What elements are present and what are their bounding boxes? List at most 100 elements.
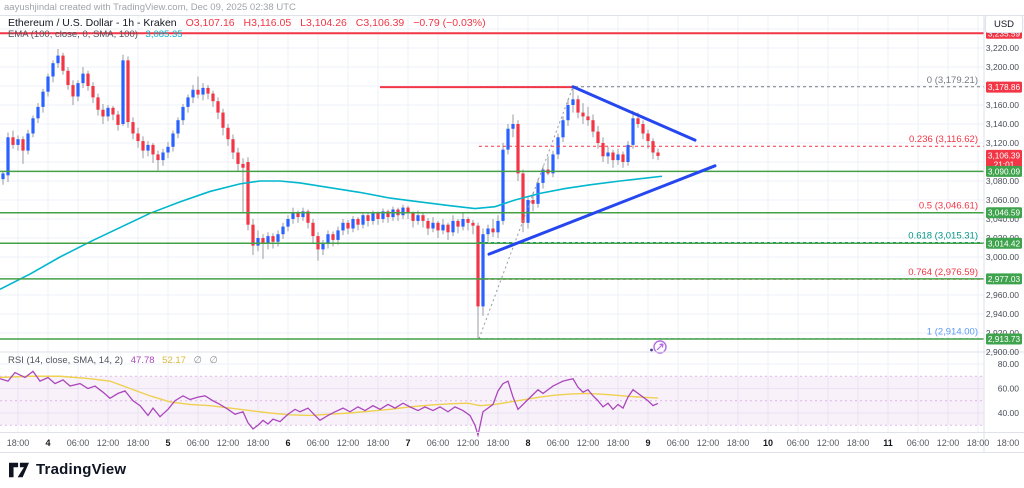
candle-body: [581, 112, 585, 117]
time-tick-label: 06:00: [427, 438, 450, 448]
candle-body: [586, 116, 590, 121]
candle-body: [146, 144, 150, 151]
candle-body: [411, 213, 415, 221]
candle-body: [646, 133, 650, 142]
candle-body: [476, 225, 480, 307]
price-tick-label: 3,200.00: [986, 62, 1019, 72]
time-tick-label: 18:00: [967, 438, 990, 448]
candle-body: [236, 152, 240, 164]
candle-body: [656, 152, 660, 156]
candle-body: [601, 143, 605, 157]
candle-body: [31, 118, 35, 134]
price-badge-label: 2,913.73: [988, 334, 1021, 344]
event-dot-icon: [650, 348, 653, 352]
rsi-band-empty-2: ∅: [209, 355, 218, 366]
ema-label: EMA (100, close, 0, SMA, 100): [8, 29, 138, 40]
candle-body: [336, 230, 340, 240]
candle-body: [506, 128, 510, 150]
candle-body: [51, 63, 55, 77]
candle-body: [426, 220, 430, 229]
candle-body: [276, 234, 280, 242]
ohlc-open: O3,107.16: [185, 17, 235, 29]
time-tick-label: 10: [763, 438, 773, 448]
tradingview-logo[interactable]: TradingView: [9, 461, 126, 478]
candle-body: [191, 89, 195, 98]
time-tick-label: 9: [645, 438, 650, 448]
candle-body: [271, 236, 275, 242]
candle-body: [186, 97, 190, 107]
price-tick-label: 3,140.00: [986, 119, 1019, 129]
candle-body: [291, 213, 295, 219]
price-axis-hitarea[interactable]: [984, 16, 1024, 452]
candle-body: [331, 234, 335, 240]
candle-body: [36, 106, 40, 119]
candle-body: [206, 87, 210, 94]
candle-body: [386, 211, 390, 218]
candle-body: [156, 154, 160, 161]
price-tick-label: 3,060.00: [986, 195, 1019, 205]
candle-body: [471, 222, 475, 226]
price-change: −0.79 (−0.03%): [413, 17, 486, 29]
price-tick-label: 3,000.00: [986, 252, 1019, 262]
candle-body: [531, 200, 535, 204]
time-tick-label: 12:00: [697, 438, 720, 448]
candle-body: [96, 97, 100, 110]
rsi-value: 47.78: [130, 355, 155, 366]
candle-body: [401, 207, 405, 216]
time-tick-label: 12:00: [337, 438, 360, 448]
time-tick-label: 12:00: [217, 438, 240, 448]
candle-body: [286, 219, 290, 227]
fib-level-label: 0.618 (3,015.31): [908, 230, 978, 241]
main-pane-hitarea[interactable]: [0, 16, 984, 352]
candle-body: [46, 76, 50, 92]
candle-body: [201, 87, 205, 95]
candle-body: [136, 133, 140, 142]
time-tick-label: 12:00: [817, 438, 840, 448]
ema-legend[interactable]: EMA (100, close, 0, SMA, 100) 3,085.35: [8, 29, 183, 40]
time-tick-label: 18:00: [607, 438, 630, 448]
rsi-legend[interactable]: RSI (14, close, SMA, 14, 2) 47.78 52.17 …: [8, 355, 218, 366]
symbol-legend[interactable]: Ethereum / U.S. Dollar - 1h - Kraken O3,…: [8, 17, 486, 29]
price-badge-label: 2,977.03: [988, 274, 1021, 284]
candle-body: [21, 139, 25, 151]
candle-body: [516, 124, 520, 174]
candle-body: [106, 107, 110, 117]
time-tick-label: 06:00: [907, 438, 930, 448]
price-badge: [986, 333, 1022, 345]
ohlc-close: C3,106.39: [355, 17, 405, 29]
price-badge-label: 3,046.59: [988, 208, 1021, 218]
rsi-sma-value: 52.17: [162, 355, 186, 366]
candle-body: [16, 139, 20, 145]
time-axis-hitarea[interactable]: [0, 432, 984, 452]
candle-body: [511, 124, 515, 129]
price-badge-label: 3,090.09: [988, 166, 1021, 176]
candle-body: [616, 154, 620, 161]
candle-body: [126, 60, 130, 123]
candle-body: [436, 222, 440, 231]
candle-body: [606, 152, 610, 157]
price-tick-label: 2,960.00: [986, 290, 1019, 300]
candle-body: [621, 154, 625, 162]
time-tick-label: 18:00: [247, 438, 270, 448]
currency-button[interactable]: USD: [985, 15, 1023, 33]
time-tick-label: 06:00: [667, 438, 690, 448]
candle-body: [491, 228, 495, 233]
candle-body: [41, 91, 45, 107]
symbol-title[interactable]: Ethereum / U.S. Dollar - 1h - Kraken: [8, 17, 177, 29]
price-tick-label: 2,940.00: [986, 309, 1019, 319]
watermark: aayushjindal created with TradingView.co…: [4, 2, 296, 13]
candle-body: [131, 122, 135, 134]
candle-body: [326, 234, 330, 244]
candle-body: [321, 243, 325, 250]
candle-body: [86, 73, 90, 86]
candle-body: [501, 149, 505, 221]
candle-body: [611, 152, 615, 161]
candle-body: [246, 162, 250, 225]
rsi-label: RSI (14, close, SMA, 14, 2): [8, 355, 124, 366]
candle-body: [541, 169, 545, 183]
time-tick-label: 06:00: [187, 438, 210, 448]
candle-body: [351, 219, 355, 229]
candle-body: [171, 133, 175, 147]
candle-body: [61, 55, 65, 71]
